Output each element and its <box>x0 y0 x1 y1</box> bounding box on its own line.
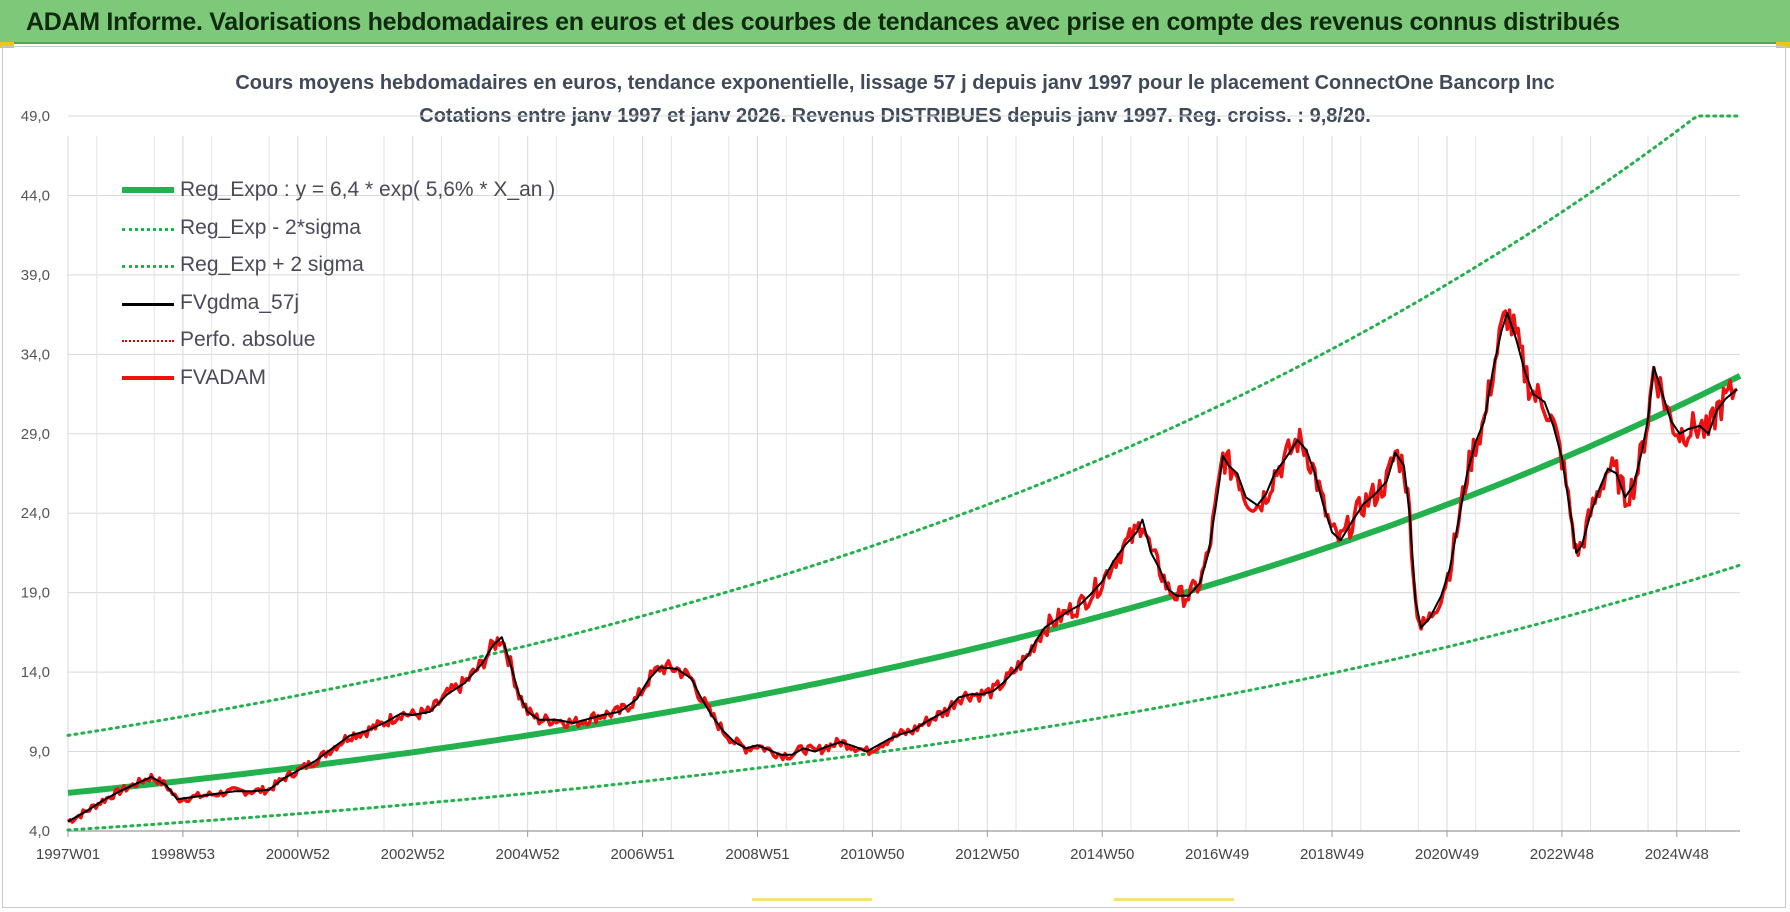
x-tick-label: 2006W51 <box>610 846 674 863</box>
y-tick-label: 39,0 <box>21 267 50 284</box>
x-tick-label: 1997W01 <box>36 846 100 863</box>
legend-label-perfo: Perfo. absolue <box>180 328 316 351</box>
corner-mark-left <box>0 42 14 48</box>
series-reg-minus-2sigma <box>66 563 1742 832</box>
x-axis: 1997W01 1998W53 2000W52 2002W52 2004W52 2006W… <box>36 830 1740 863</box>
legend-swatch-reg-minus <box>122 227 174 231</box>
x-tick-label: 2018W49 <box>1300 846 1364 863</box>
series-reg-plus-2sigma <box>66 114 1742 737</box>
legend-swatch-fvgdma <box>122 302 174 306</box>
x-tick-label: 2024W48 <box>1645 846 1709 863</box>
x-tick-label: 2004W52 <box>496 846 560 863</box>
chart-frame <box>2 46 1786 908</box>
legend-swatch-reg-plus <box>122 265 174 268</box>
series-fvadam <box>66 308 1738 824</box>
y-tick-label: 19,0 <box>21 585 50 602</box>
x-tick-label: 1998W53 <box>151 846 215 863</box>
y-tick-label: 4,0 <box>29 823 50 840</box>
footer-highlight-mark <box>1113 898 1235 901</box>
legend-label-reg-expo: Reg_Expo : y = 6,4 * exp( 5,6% * X_an ) <box>180 178 556 201</box>
report-title: ADAM Informe. Valorisations hebdomadaire… <box>26 8 1620 36</box>
x-tick-label: 2010W50 <box>840 846 904 863</box>
x-tick-label: 2000W52 <box>266 846 330 863</box>
y-axis: 4,0 9,0 14,0 19,0 24,0 29,0 34,0 39,0 44,0 49,0 <box>21 108 50 840</box>
y-tick-label: 44,0 <box>21 187 50 204</box>
series-fvgdma-57j <box>67 312 1738 823</box>
y-tick-label: 14,0 <box>21 664 50 681</box>
corner-mark-right <box>1776 42 1790 48</box>
legend-label-reg-minus: Reg_Exp - 2*sigma <box>180 215 361 239</box>
x-tick-label: 2016W49 <box>1185 846 1249 863</box>
legend-swatch-reg-expo <box>122 187 174 193</box>
x-tick-label: 2002W52 <box>381 846 445 863</box>
y-tick-label: 29,0 <box>21 426 50 443</box>
legend-label-reg-plus: Reg_Exp + 2 sigma <box>180 253 364 276</box>
x-tick-label: 2014W50 <box>1070 846 1134 863</box>
x-tick-label: 2020W49 <box>1415 846 1479 863</box>
x-tick-label: 2008W51 <box>725 846 789 863</box>
chart-title-line1: Cours moyens hebdomadaires en euros, ten… <box>235 72 1555 94</box>
legend-label-fvgdma: FVgdma_57j <box>180 290 300 314</box>
legend-swatch-fvadam <box>122 375 174 380</box>
legend-swatch-perfo <box>122 340 174 342</box>
legend-label-fvadam: FVADAM <box>180 365 266 389</box>
footer-highlight-mark <box>751 898 873 901</box>
y-tick-label: 34,0 <box>21 346 50 363</box>
y-tick-label: 49,0 <box>21 108 50 125</box>
x-tick-label: 2012W50 <box>955 846 1019 863</box>
series-layer <box>66 114 1742 832</box>
y-tick-label: 9,0 <box>29 744 50 761</box>
y-tick-label: 24,0 <box>21 505 50 522</box>
x-tick-label: 2022W48 <box>1530 846 1594 863</box>
report-banner: ADAM Informe. Valorisations hebdomadaire… <box>0 0 1790 44</box>
